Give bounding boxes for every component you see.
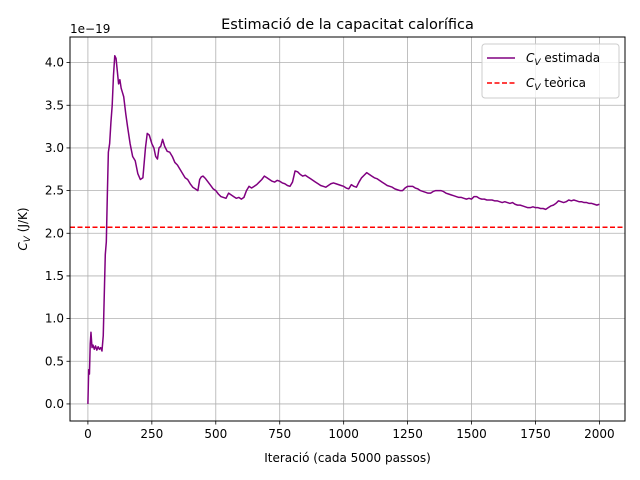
- y-axis-title-unit: (J/K): [16, 207, 30, 236]
- y-tick-label: 3.0: [45, 141, 64, 155]
- y-tick-label: 0.5: [45, 354, 64, 368]
- legend-label-theoretical-subscript: V: [534, 83, 541, 93]
- legend-label-estimated-suffix: estimada: [541, 51, 601, 65]
- y-axis-title-subscript: V: [23, 235, 33, 242]
- plot-frame: [69, 36, 626, 422]
- y-tick-label: 4.0: [45, 56, 64, 70]
- x-tick-label: 0: [84, 427, 92, 441]
- y-tick-label: 3.5: [45, 98, 64, 112]
- y-tick-label: 1.5: [45, 269, 64, 283]
- y-tick-label: 2.5: [45, 184, 64, 198]
- x-tick-label: 500: [204, 427, 227, 441]
- x-tick-label: 1500: [456, 427, 487, 441]
- legend: CV estimada CV teòrica: [481, 43, 620, 99]
- legend-label-estimated-symbol: C: [526, 51, 535, 65]
- y-axis-title: CV (J/K): [16, 207, 33, 250]
- y-axis-title-symbol: C: [16, 242, 30, 251]
- chart-title: Estimació de la capacitat calorífica: [221, 17, 474, 33]
- legend-label-estimated: CV estimada: [526, 51, 600, 68]
- y-tick-label: 2.0: [45, 226, 64, 240]
- x-axis: 0 250 500 750 1000 1250 1500 1750 2000: [84, 421, 615, 441]
- legend-label-theoretical-suffix: teòrica: [541, 76, 586, 90]
- x-tick-label: 1750: [520, 427, 551, 441]
- y-axis: 0.0 0.5 1.0 1.5 2.0 2.5 3.0 3.5 4.0: [45, 56, 70, 411]
- series-line-estimated: [87, 55, 600, 404]
- x-axis-title: Iteració (cada 5000 passos): [264, 451, 431, 465]
- x-tick-label: 250: [140, 427, 163, 441]
- grid: [70, 37, 625, 421]
- y-scale-label: 1e−19: [70, 22, 110, 36]
- y-tick-label: 0.0: [45, 397, 64, 411]
- x-tick-label: 2000: [584, 427, 615, 441]
- legend-label-theoretical: CV teòrica: [526, 76, 586, 93]
- legend-label-estimated-subscript: V: [534, 58, 541, 68]
- y-tick-label: 1.0: [45, 312, 64, 326]
- x-tick-label: 1250: [392, 427, 423, 441]
- x-tick-label: 750: [268, 427, 291, 441]
- legend-label-theoretical-symbol: C: [526, 76, 535, 90]
- x-tick-label: 1000: [328, 427, 359, 441]
- series-layer: [70, 55, 625, 404]
- legend-frame: [481, 43, 620, 99]
